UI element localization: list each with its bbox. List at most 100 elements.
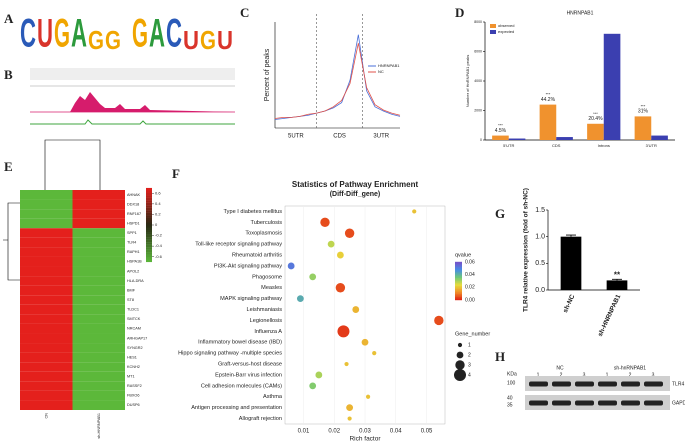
colorbar-step xyxy=(455,296,462,299)
row-label: RASSF2 xyxy=(127,384,142,388)
row-label: SYNGR2 xyxy=(127,346,143,350)
marker-label: 40 xyxy=(507,395,513,401)
bar xyxy=(606,280,628,290)
row-label: ST8 xyxy=(127,298,134,302)
colorbar-step xyxy=(455,264,462,267)
heatmap-cell xyxy=(72,390,125,401)
y-tick-label: 6000 xyxy=(474,49,482,53)
heatmap-cell xyxy=(72,371,125,382)
colorbar-step xyxy=(455,263,462,266)
row-label: SPP1 xyxy=(127,231,137,235)
colorbar-step xyxy=(455,261,462,264)
colorbar-step xyxy=(455,285,462,288)
heatmap-cell xyxy=(20,237,73,248)
colorbar-step xyxy=(455,287,462,290)
size-legend-label: 4 xyxy=(468,372,471,378)
heatmap-cell xyxy=(72,285,125,296)
colorbar-step xyxy=(455,279,462,282)
heatmap-cell xyxy=(20,295,73,305)
heatmap-cell xyxy=(20,190,73,200)
chart-title: Statistics of Pathway Enrichment xyxy=(292,180,419,189)
colorbar-step xyxy=(146,222,152,226)
bar-annotation: 44.2% xyxy=(541,97,556,103)
colorbar-step xyxy=(455,293,462,296)
colorbar-step xyxy=(146,217,152,221)
heatmap-cell xyxy=(72,228,125,238)
motif-letter: G xyxy=(54,12,70,56)
y-axis-label: Number of HnRNPAB1 peaks xyxy=(465,55,470,107)
bubble xyxy=(344,228,355,238)
heatmap-cell xyxy=(20,371,73,382)
bubble xyxy=(336,251,344,259)
colorbar-step xyxy=(455,268,462,271)
blot-band xyxy=(621,400,640,406)
blot-band xyxy=(552,400,571,406)
heatmap-cell xyxy=(20,352,73,363)
blot-band xyxy=(575,400,594,406)
column-label: CN xyxy=(44,413,48,419)
heatmap-cell xyxy=(20,256,73,267)
colorbar-step xyxy=(146,202,152,206)
size-legend-dot xyxy=(457,342,463,348)
y-tick-label: Legionellosis xyxy=(250,318,283,324)
size-legend-dot xyxy=(455,360,465,370)
heatmap-cell xyxy=(20,266,73,277)
significance: *** xyxy=(641,103,646,108)
y-tick-label: Asthma xyxy=(263,394,283,400)
colorbar-tick-label: 0.2 xyxy=(155,211,161,216)
bubble xyxy=(320,217,330,228)
motif-letter: A xyxy=(149,12,165,56)
y-tick-label: 1.0 xyxy=(535,234,545,241)
y-tick-label: Type I diabetes mellitus xyxy=(224,209,283,215)
colorbar-tick-label: -0.4 xyxy=(155,243,163,248)
panel-label: H xyxy=(495,349,505,364)
colorbar-tick-label: 0.06 xyxy=(465,259,475,265)
motif-letter: G xyxy=(105,25,121,55)
heatmap-cell xyxy=(72,343,125,353)
colorbar-step xyxy=(146,220,152,223)
error-bar xyxy=(612,278,622,281)
colorbar-step xyxy=(146,197,152,201)
x-tick-label: 0.03 xyxy=(359,429,371,435)
colorbar-step xyxy=(146,227,152,230)
bar xyxy=(603,33,621,140)
row-label: BMF xyxy=(127,288,136,292)
y-tick-label: Toll-like receptor signaling pathway xyxy=(195,242,282,248)
bar xyxy=(539,104,557,140)
y-tick-label: Cell adhesion molecules (CAMs) xyxy=(201,383,282,389)
dendrogram xyxy=(3,139,101,281)
heatmap-cell xyxy=(72,362,125,372)
marker-label: 100 xyxy=(507,380,516,386)
colorbar-step xyxy=(146,247,152,250)
heatmap-cell xyxy=(20,247,73,257)
colorbar-step xyxy=(146,224,152,228)
bubble xyxy=(347,416,352,421)
colorbar-step xyxy=(455,277,462,280)
colorbar-step xyxy=(146,192,152,196)
colorbar-tick-label: 0.02 xyxy=(465,285,475,291)
bar-annotation: 31% xyxy=(638,109,649,115)
heatmap-cell xyxy=(72,218,125,229)
motif-letter: C xyxy=(20,12,36,56)
bubble xyxy=(296,295,304,303)
legend-swatch xyxy=(490,30,496,34)
chart-subtitle: (Diff-Diff_gene) xyxy=(330,191,381,198)
row-label: KCNH2 xyxy=(127,365,140,369)
y-axis-label: TLR4 relative expression (fold of sh-NC) xyxy=(523,188,530,312)
x-tick-label: 0.02 xyxy=(328,429,340,435)
colorbar-step xyxy=(146,244,152,248)
heatmap-cell xyxy=(72,381,125,391)
heatmap-cell xyxy=(20,199,73,210)
y-tick-label: 0 xyxy=(480,138,482,142)
legend-title: Gene_number xyxy=(455,331,490,337)
row-label: NRCAM xyxy=(127,327,141,331)
y-tick-label: Hippo signaling pathway -multiple specie… xyxy=(178,351,282,357)
colorbar-step xyxy=(146,237,152,240)
colorbar-tick-label: 0.6 xyxy=(155,190,161,195)
group-label: sh-hnRNPAB1 xyxy=(614,365,646,371)
heatmap-cell xyxy=(20,333,73,344)
heatmap-cell xyxy=(72,295,125,305)
bubble xyxy=(309,273,317,281)
